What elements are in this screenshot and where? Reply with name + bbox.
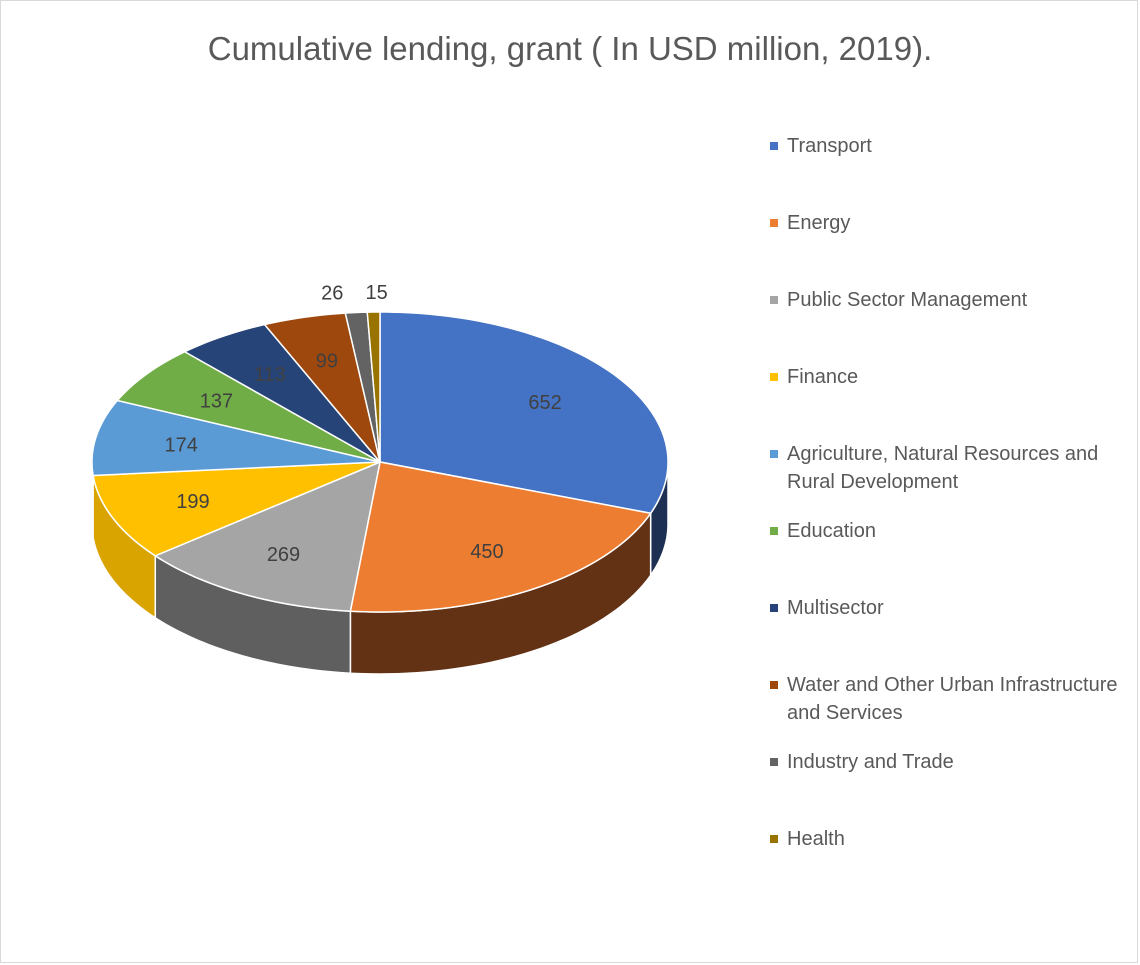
pie-slice-energy xyxy=(349,461,652,613)
legend-item-energy: Energy xyxy=(770,209,1130,237)
data-label-finance: 199 xyxy=(176,491,209,513)
chart-title: Cumulative lending, grant ( In USD milli… xyxy=(207,30,933,67)
legend-swatch xyxy=(770,758,778,766)
legend-swatch xyxy=(770,373,778,381)
data-label-water-and-other-urban-infrastructure-and-services: 99 xyxy=(316,351,338,373)
pie-slice-finance xyxy=(92,461,381,557)
pie-slice-public-sector-management xyxy=(153,460,382,612)
pie-slice-health xyxy=(366,311,381,463)
legend-label: Energy xyxy=(787,212,851,234)
legend-label: Health xyxy=(787,828,845,850)
legend-item-transport: Transport xyxy=(770,132,1130,160)
data-label-multisector: 113 xyxy=(254,364,286,386)
data-label-energy: 450 xyxy=(470,541,503,563)
pie-slice-water-and-other-urban-infrastructure-and-services xyxy=(263,312,381,463)
pie-slice-agriculture-natural-resources-and-rural-development xyxy=(91,399,381,477)
legend-label: Finance xyxy=(787,366,859,388)
legend-item-agriculture-natural-resources-and-rural-development: Agriculture, Natural Resources and Rural… xyxy=(770,440,1130,496)
legend-label: Water and Other Urban Infrastructure and… xyxy=(787,674,1118,724)
data-label-public-sector-management: 269 xyxy=(267,544,300,566)
legend-swatch xyxy=(770,296,778,304)
legend-item-public-sector-management: Public Sector Management xyxy=(770,286,1130,314)
pie-sides xyxy=(91,461,669,675)
legend-swatch xyxy=(770,450,778,458)
legend-label: Multisector xyxy=(787,597,884,619)
legend-swatch xyxy=(770,681,778,689)
legend-item-multisector: Multisector xyxy=(770,594,1130,622)
data-label-agriculture-natural-resources-and-rural-development: 174 xyxy=(165,435,198,457)
data-label-transport: 652 xyxy=(528,392,561,414)
data-label-industry-and-trade: 26 xyxy=(321,283,343,305)
legend-label: Agriculture, Natural Resources and Rural… xyxy=(787,443,1099,493)
legend-label: Public Sector Management xyxy=(787,289,1028,311)
legend-swatch xyxy=(770,527,778,535)
legend-item-education: Education xyxy=(770,517,1130,545)
legend-swatch xyxy=(770,835,778,843)
pie-slices xyxy=(91,311,669,613)
legend-item-water-and-other-urban-infrastructure-and-services: Water and Other Urban Infrastructure and… xyxy=(770,671,1130,727)
data-label-education: 137 xyxy=(200,391,233,413)
data-label-health: 15 xyxy=(365,282,387,304)
legend-swatch xyxy=(770,604,778,612)
pie-slice-multisector xyxy=(183,323,381,463)
legend-label: Industry and Trade xyxy=(787,751,954,773)
legend-label: Transport xyxy=(787,135,872,157)
legend-item-industry-and-trade: Industry and Trade xyxy=(770,748,1130,776)
legend-label: Education xyxy=(787,520,876,542)
legend-item-finance: Finance xyxy=(770,363,1130,391)
legend-item-health: Health xyxy=(770,825,1130,853)
pie-slice-education xyxy=(115,350,381,463)
legend-swatch xyxy=(770,219,778,227)
pie-slice-industry-and-trade xyxy=(344,311,381,463)
pie-slice-transport xyxy=(379,311,669,515)
legend-swatch xyxy=(770,142,778,150)
